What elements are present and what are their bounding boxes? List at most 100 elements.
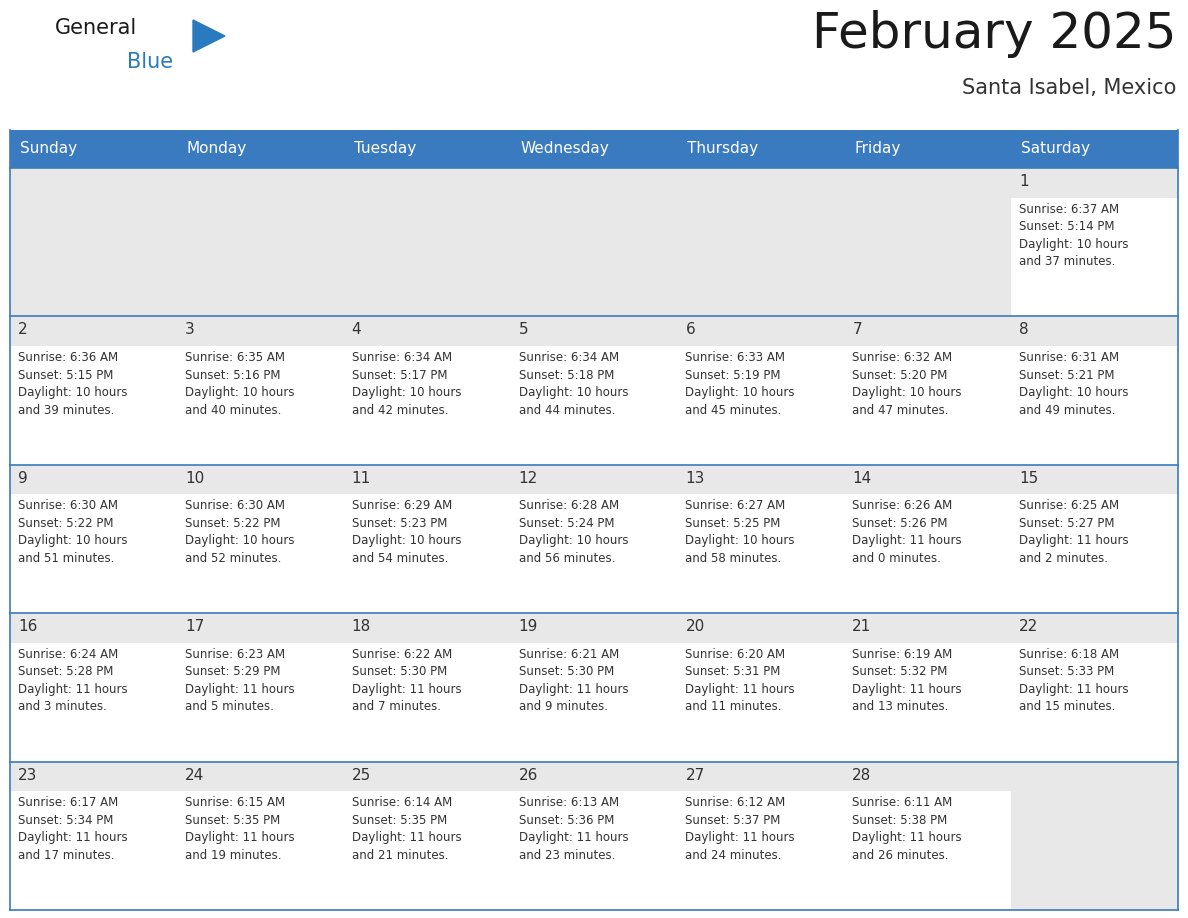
- Bar: [677, 791, 845, 910]
- Bar: [1011, 495, 1178, 613]
- Text: 9: 9: [18, 471, 27, 486]
- Bar: [177, 495, 343, 613]
- Bar: [177, 317, 343, 465]
- Text: and 11 minutes.: and 11 minutes.: [685, 700, 782, 713]
- Text: Sunset: 5:35 PM: Sunset: 5:35 PM: [185, 813, 280, 827]
- Bar: [177, 346, 343, 465]
- Bar: [10, 130, 1178, 168]
- Text: Sunrise: 6:31 AM: Sunrise: 6:31 AM: [1019, 351, 1119, 364]
- Text: 13: 13: [685, 471, 704, 486]
- Text: and 5 minutes.: and 5 minutes.: [185, 700, 273, 713]
- Text: Daylight: 11 hours: Daylight: 11 hours: [852, 832, 962, 845]
- Bar: [677, 613, 845, 762]
- Text: Sunset: 5:27 PM: Sunset: 5:27 PM: [1019, 517, 1114, 530]
- Bar: [1011, 317, 1178, 465]
- Text: Daylight: 10 hours: Daylight: 10 hours: [519, 386, 628, 399]
- Text: Sunrise: 6:28 AM: Sunrise: 6:28 AM: [519, 499, 619, 512]
- Text: and 7 minutes.: and 7 minutes.: [352, 700, 441, 713]
- Bar: [10, 346, 177, 465]
- Text: Daylight: 10 hours: Daylight: 10 hours: [852, 386, 962, 399]
- Text: and 2 minutes.: and 2 minutes.: [1019, 552, 1108, 565]
- Text: Daylight: 11 hours: Daylight: 11 hours: [352, 683, 461, 696]
- Text: Sunrise: 6:20 AM: Sunrise: 6:20 AM: [685, 648, 785, 661]
- Text: Sunrise: 6:30 AM: Sunrise: 6:30 AM: [185, 499, 285, 512]
- Bar: [343, 465, 511, 613]
- Bar: [1011, 197, 1178, 317]
- Text: 17: 17: [185, 620, 204, 634]
- Bar: [845, 346, 1011, 465]
- Bar: [177, 791, 343, 910]
- Text: 8: 8: [1019, 322, 1029, 338]
- Text: 19: 19: [519, 620, 538, 634]
- Text: 10: 10: [185, 471, 204, 486]
- Text: Sunrise: 6:26 AM: Sunrise: 6:26 AM: [852, 499, 953, 512]
- Bar: [677, 643, 845, 762]
- Bar: [677, 762, 845, 910]
- Bar: [1011, 613, 1178, 762]
- Bar: [511, 346, 677, 465]
- Text: 12: 12: [519, 471, 538, 486]
- Text: 14: 14: [852, 471, 872, 486]
- Bar: [343, 791, 511, 910]
- Text: Sunset: 5:14 PM: Sunset: 5:14 PM: [1019, 220, 1114, 233]
- Bar: [343, 346, 511, 465]
- Bar: [343, 317, 511, 465]
- Text: 6: 6: [685, 322, 695, 338]
- Text: Sunset: 5:37 PM: Sunset: 5:37 PM: [685, 813, 781, 827]
- Text: General: General: [55, 18, 138, 38]
- Text: Daylight: 11 hours: Daylight: 11 hours: [519, 832, 628, 845]
- Text: 2: 2: [18, 322, 27, 338]
- Text: Sunrise: 6:18 AM: Sunrise: 6:18 AM: [1019, 648, 1119, 661]
- Bar: [845, 317, 1011, 465]
- Text: Sunrise: 6:33 AM: Sunrise: 6:33 AM: [685, 351, 785, 364]
- Bar: [845, 791, 1011, 910]
- Text: 5: 5: [519, 322, 529, 338]
- Bar: [1011, 168, 1178, 317]
- Bar: [10, 317, 177, 465]
- Text: Daylight: 11 hours: Daylight: 11 hours: [852, 683, 962, 696]
- Text: 1: 1: [1019, 174, 1029, 189]
- Text: Santa Isabel, Mexico: Santa Isabel, Mexico: [961, 78, 1176, 98]
- Text: 18: 18: [352, 620, 371, 634]
- Bar: [511, 317, 677, 465]
- Text: Sunrise: 6:32 AM: Sunrise: 6:32 AM: [852, 351, 953, 364]
- Text: Sunset: 5:33 PM: Sunset: 5:33 PM: [1019, 666, 1114, 678]
- Text: 27: 27: [685, 767, 704, 783]
- Text: and 17 minutes.: and 17 minutes.: [18, 849, 114, 862]
- Text: and 42 minutes.: and 42 minutes.: [352, 404, 448, 417]
- Text: Daylight: 11 hours: Daylight: 11 hours: [685, 683, 795, 696]
- Bar: [511, 791, 677, 910]
- Text: Sunset: 5:31 PM: Sunset: 5:31 PM: [685, 666, 781, 678]
- Text: Sunday: Sunday: [20, 141, 77, 156]
- Text: Daylight: 11 hours: Daylight: 11 hours: [852, 534, 962, 547]
- Text: Sunset: 5:19 PM: Sunset: 5:19 PM: [685, 369, 781, 382]
- Bar: [511, 168, 677, 317]
- Text: Sunrise: 6:29 AM: Sunrise: 6:29 AM: [352, 499, 451, 512]
- Text: Sunset: 5:21 PM: Sunset: 5:21 PM: [1019, 369, 1114, 382]
- Bar: [677, 465, 845, 613]
- Text: 4: 4: [352, 322, 361, 338]
- Bar: [177, 465, 343, 613]
- Text: Blue: Blue: [127, 52, 173, 72]
- Bar: [1011, 346, 1178, 465]
- Text: Sunrise: 6:27 AM: Sunrise: 6:27 AM: [685, 499, 785, 512]
- Text: Sunset: 5:20 PM: Sunset: 5:20 PM: [852, 369, 948, 382]
- Text: and 15 minutes.: and 15 minutes.: [1019, 700, 1116, 713]
- Text: Daylight: 10 hours: Daylight: 10 hours: [18, 386, 127, 399]
- Text: and 51 minutes.: and 51 minutes.: [18, 552, 114, 565]
- Text: Sunrise: 6:15 AM: Sunrise: 6:15 AM: [185, 796, 285, 810]
- Text: 24: 24: [185, 767, 204, 783]
- Text: 25: 25: [352, 767, 371, 783]
- Text: 21: 21: [852, 620, 872, 634]
- Bar: [10, 168, 177, 317]
- Text: and 47 minutes.: and 47 minutes.: [852, 404, 949, 417]
- Text: Sunset: 5:15 PM: Sunset: 5:15 PM: [18, 369, 113, 382]
- Text: Sunset: 5:16 PM: Sunset: 5:16 PM: [185, 369, 280, 382]
- Text: 7: 7: [852, 322, 862, 338]
- Text: Sunset: 5:28 PM: Sunset: 5:28 PM: [18, 666, 113, 678]
- Text: and 23 minutes.: and 23 minutes.: [519, 849, 615, 862]
- Text: and 21 minutes.: and 21 minutes.: [352, 849, 448, 862]
- Text: 16: 16: [18, 620, 37, 634]
- Text: Sunset: 5:18 PM: Sunset: 5:18 PM: [519, 369, 614, 382]
- Text: Daylight: 11 hours: Daylight: 11 hours: [1019, 683, 1129, 696]
